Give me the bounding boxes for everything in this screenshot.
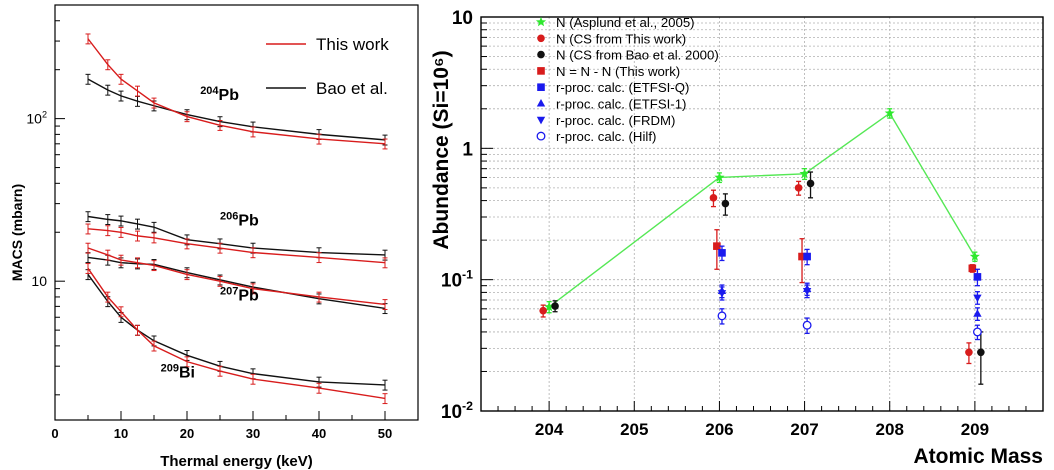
y-tick-label: 1: [462, 139, 473, 160]
y-axis-label: Abundance (Si=10⁶): [430, 50, 453, 249]
nuclide-element: Bi: [179, 365, 195, 382]
data-point-star: [969, 251, 980, 261]
y-tick-label: 10-1: [441, 268, 473, 292]
data-point-circle: [977, 348, 985, 357]
nuclide-label: 207Pb: [220, 286, 259, 305]
legend-marker: [535, 16, 547, 27]
legend-label: N (Asplund et al., 2005): [556, 15, 695, 30]
data-point-star: [799, 168, 810, 179]
legend-marker: [536, 116, 546, 125]
legend-label: N = N - N (This work): [556, 64, 680, 79]
y-tick-label-base: 1: [462, 139, 473, 160]
data-point-square: [798, 252, 806, 261]
legend-marker: [537, 67, 545, 75]
x-axis-label: Atomic Mass: [913, 445, 1043, 468]
y-tick-label-base: 10: [452, 8, 473, 29]
x-tick-label: 0: [51, 426, 58, 441]
nuclide-element: Pb: [238, 288, 259, 305]
data-point-open-circle: [972, 327, 982, 337]
data-point-square: [803, 252, 811, 261]
x-tick-label: 205: [620, 420, 648, 439]
y-axis-label: MACS (mbarn): [9, 184, 25, 281]
legend-label: r-proc. calc. (ETFSI-1): [556, 97, 686, 112]
y-tick-label-base: 10: [441, 271, 462, 292]
data-point-star: [884, 107, 895, 118]
data-point-circle: [794, 184, 803, 192]
x-tick-label: 208: [876, 420, 904, 439]
x-tick-label: 40: [312, 426, 326, 441]
legend-label: N (CS from This work): [556, 31, 686, 46]
data-point-circle: [965, 348, 973, 357]
bao-curve: [87, 256, 386, 310]
data-point-star: [544, 301, 555, 312]
x-tick-label: 10: [114, 426, 128, 441]
x-tick-label: 204: [535, 420, 564, 439]
data-point-square: [973, 273, 982, 281]
legend-marker: [537, 34, 545, 43]
y-tick-label-exp: -1: [462, 268, 473, 282]
data-point-circle: [721, 199, 730, 208]
y-tick-label-exp: 2: [42, 110, 47, 120]
nuclide-mass: 204: [200, 85, 219, 97]
y-tick-label: 10-2: [441, 399, 473, 423]
nuclide-label: 209Bi: [161, 363, 195, 382]
data-point-triangle-down: [973, 294, 982, 303]
x-tick-label: 50: [378, 426, 392, 441]
data-point-triangle-up: [973, 309, 982, 317]
legend-label: Bao et al.: [316, 79, 388, 98]
legend-label: r-proc. calc. (ETFSI-Q): [556, 80, 689, 95]
legend-marker: [537, 50, 545, 59]
plot-frame: [54, 4, 419, 421]
y-tick-label: 102: [26, 110, 47, 127]
legend-label: N (CS from Bao et al. 2000): [556, 48, 719, 63]
nuclide-mass: 206: [220, 211, 238, 223]
nuclide-label: 204Pb: [200, 85, 239, 104]
legend-label: r-proc. calc. (FRDM): [556, 113, 675, 128]
nuclide-mass: 207: [220, 286, 238, 298]
nuclide-mass: 209: [161, 363, 179, 375]
data-point-square: [968, 264, 977, 273]
y-tick-label-base: 10: [26, 111, 42, 127]
nuclide-label: 206Pb: [220, 211, 259, 230]
data-point-circle: [806, 179, 815, 188]
y-tick-label: 10: [31, 273, 47, 289]
data-point-circle: [709, 194, 718, 202]
x-tick-label: 206: [705, 420, 733, 439]
data-point-triangle-down: [802, 287, 812, 296]
data-point-square: [713, 242, 721, 250]
data-point-square: [718, 249, 726, 257]
data-point-circle: [539, 306, 547, 315]
y-tick-label-base: 10: [441, 402, 462, 423]
legend-label: This work: [316, 35, 389, 54]
nuclide-element: Pb: [238, 213, 259, 230]
nuclide-element: Pb: [219, 87, 240, 104]
legend-label: r-proc. calc. (Hilf): [556, 129, 656, 144]
this-work-curve: [87, 247, 386, 306]
data-point-open-circle: [802, 320, 812, 330]
x-tick-label: 207: [790, 420, 818, 439]
y-tick-label-base: 10: [31, 273, 47, 289]
this-work-curve: [87, 38, 386, 145]
bao-curve: [87, 274, 386, 386]
x-axis-label: Thermal energy (keV): [160, 453, 313, 470]
legend-marker: [537, 83, 545, 91]
data-point-star: [714, 172, 725, 182]
y-tick-label: 10: [452, 8, 473, 29]
plot-frame: [480, 16, 1044, 412]
bao-curve: [87, 215, 386, 256]
y-tick-label-exp: -2: [462, 399, 473, 413]
data-point-open-circle: [717, 311, 727, 321]
legend-marker: [536, 131, 546, 141]
data-point-triangle-down: [717, 290, 727, 298]
data-point-circle: [551, 302, 559, 310]
x-tick-label: 209: [961, 420, 989, 439]
this-work-curve: [87, 228, 386, 264]
legend-marker: [536, 98, 546, 107]
this-work-curve: [87, 267, 386, 400]
x-tick-label: 30: [246, 426, 260, 441]
x-tick-label: 20: [180, 426, 194, 441]
